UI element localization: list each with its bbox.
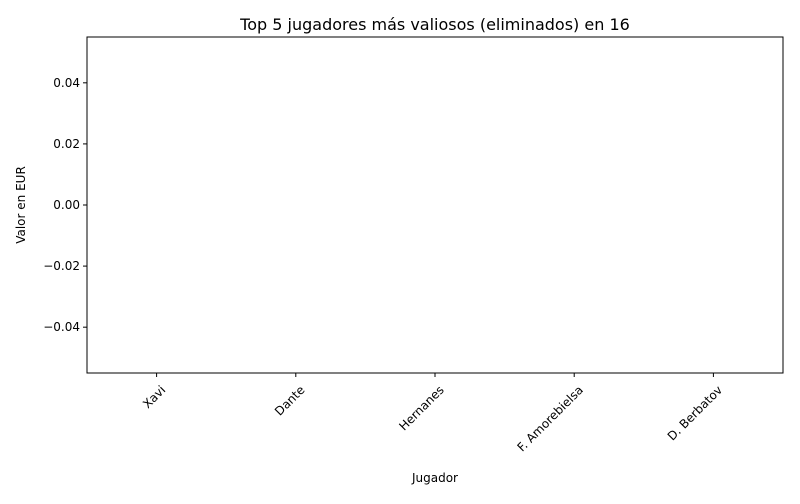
y-tick-label: −0.02 [43, 259, 80, 273]
x-axis-label: Jugador [411, 471, 458, 485]
y-axis-label: Valor en EUR [14, 166, 28, 244]
y-tick-label: 0.00 [53, 198, 80, 212]
y-tick-label: 0.02 [53, 137, 80, 151]
y-axis: −0.04 −0.02 0.00 0.02 0.04 [43, 76, 87, 334]
chart-title: Top 5 jugadores más valiosos (eliminados… [239, 15, 630, 34]
y-tick-label: 0.04 [53, 76, 80, 90]
y-tick-label: −0.04 [43, 320, 80, 334]
